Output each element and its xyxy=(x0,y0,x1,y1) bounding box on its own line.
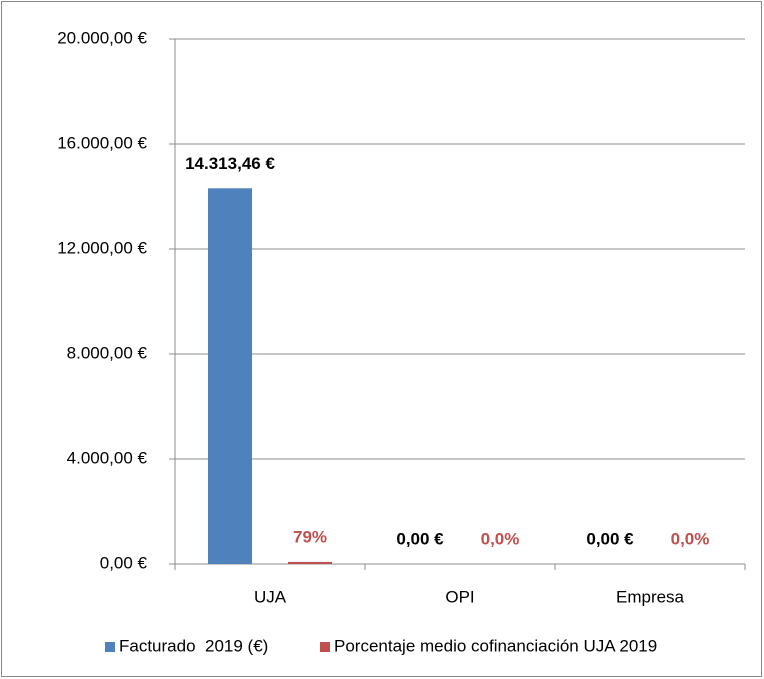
value-label: 0,0% xyxy=(671,529,710,548)
x-tick-label: OPI xyxy=(445,587,474,606)
value-label: 14.313,46 € xyxy=(185,154,275,173)
y-tick-label: 16.000,00 € xyxy=(57,133,147,152)
legend-swatch xyxy=(320,642,330,652)
y-tick-label: 4.000,00 € xyxy=(67,448,148,467)
y-tick-label: 8.000,00 € xyxy=(67,343,148,362)
value-label: 0,0% xyxy=(481,529,520,548)
value-label: 0,00 € xyxy=(396,529,444,548)
y-tick-label: 20.000,00 € xyxy=(57,28,147,47)
value-label: 0,00 € xyxy=(586,529,634,548)
legend-label: Facturado 2019 (€) xyxy=(119,636,268,655)
legend-label: Porcentaje medio cofinanciación UJA 2019 xyxy=(334,636,657,655)
x-tick-label: Empresa xyxy=(616,587,685,606)
bar xyxy=(208,188,252,564)
x-tick-label: UJA xyxy=(254,587,287,606)
legend-swatch xyxy=(105,642,115,652)
y-tick-label: 12.000,00 € xyxy=(57,238,147,257)
y-tick-label: 0,00 € xyxy=(100,553,148,572)
bar xyxy=(288,561,332,564)
value-label: 79% xyxy=(293,527,327,546)
